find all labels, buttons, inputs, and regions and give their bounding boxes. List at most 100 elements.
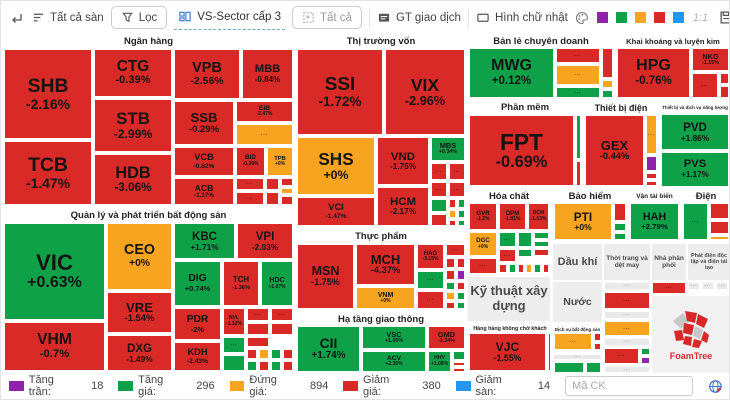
cell-kbc[interactable]: KBC +1.71% [174, 223, 235, 259]
cell-more[interactable]: ... [604, 348, 639, 364]
palette-button[interactable] [575, 11, 684, 25]
cell-small[interactable] [614, 223, 626, 231]
cell-small[interactable] [720, 73, 729, 84]
cell-group-more[interactable]: ... [716, 282, 728, 290]
cell-small[interactable] [283, 349, 293, 359]
cell-mbs[interactable]: MBS +0.34% [431, 137, 465, 161]
section-dau-khi[interactable]: Dầu khí [553, 244, 602, 280]
cell-more[interactable]: ... [236, 192, 264, 205]
cell-small[interactable] [534, 241, 549, 247]
cell-more[interactable]: ... [604, 292, 650, 309]
cell-small[interactable] [586, 362, 601, 373]
cell-group-more[interactable]: ... [604, 282, 650, 290]
cell-tch[interactable]: TCH -1.36% [223, 261, 259, 306]
tab-vs-sector[interactable]: VS-Sector cấp 3 [174, 5, 285, 30]
cell-small[interactable] [710, 236, 729, 240]
cell-small[interactable] [518, 232, 532, 247]
cell-group-more[interactable]: ... [604, 338, 650, 346]
cell-small[interactable] [281, 178, 293, 186]
cell-vsc[interactable]: VSC +1.05% [362, 326, 426, 349]
cell-pvd[interactable]: PVD +1.86% [661, 114, 729, 150]
cell-small[interactable] [281, 188, 293, 194]
cell-small[interactable] [576, 161, 581, 186]
cell-small[interactable] [641, 348, 650, 355]
cell-small[interactable] [457, 258, 465, 268]
cell-small[interactable] [457, 292, 465, 300]
cell-group-more[interactable]: ... [604, 311, 650, 319]
cell-nvl[interactable]: NVL -1.32% [223, 308, 245, 335]
cell-small[interactable] [646, 173, 657, 179]
cell-small[interactable] [720, 86, 729, 98]
cell-small[interactable] [534, 232, 549, 239]
cell-vhm[interactable]: VHM -0.7% [4, 322, 105, 371]
cell-hag[interactable]: HAG -3.15% [417, 244, 444, 269]
cell-small[interactable] [518, 264, 524, 273]
cell-stb[interactable]: STB -2.99% [94, 99, 172, 152]
cell-acv[interactable]: ACV +2.35% [362, 351, 426, 372]
cell-group-more[interactable]: ... [604, 366, 650, 373]
cell-small[interactable] [281, 196, 293, 205]
cell-small[interactable] [710, 203, 729, 219]
cell-small[interactable] [543, 264, 549, 273]
cell-dxg[interactable]: DXG -1.49% [107, 335, 172, 371]
palette-color-green[interactable] [615, 12, 627, 23]
back-button[interactable] [7, 9, 25, 27]
cell-small[interactable] [458, 199, 465, 208]
cell-more[interactable]: ... [554, 333, 592, 350]
foamtree-attribution[interactable]: FoamTree [652, 296, 729, 373]
cell-hdb[interactable]: HDB -3.06% [94, 154, 172, 205]
cell-small[interactable] [710, 221, 729, 234]
cell-small[interactable] [259, 361, 269, 371]
cell-small[interactable] [458, 220, 465, 226]
cell-ctg[interactable]: CTG -0.39% [94, 49, 172, 97]
cell-vcb[interactable]: VCB -0.82% [174, 147, 234, 176]
cell-pvs[interactable]: PVS +1.17% [661, 152, 729, 187]
cell-hah[interactable]: HAH +2.79% [630, 203, 679, 240]
cell-more[interactable]: ... [431, 163, 447, 180]
cell-group-more[interactable]: ... [702, 282, 714, 290]
cell-small[interactable] [614, 233, 626, 240]
cell-more[interactable]: ... [692, 73, 718, 98]
cell-small[interactable] [641, 357, 650, 364]
cell-hdc[interactable]: HDC +1.07% [261, 261, 293, 306]
cell-small[interactable] [446, 292, 455, 300]
cell-small[interactable] [594, 343, 601, 350]
cell-gex[interactable]: GEX -0.44% [585, 115, 644, 186]
cell-more[interactable]: ... [431, 182, 447, 197]
cell-small[interactable] [518, 249, 532, 257]
cell-small[interactable] [247, 349, 257, 359]
cell-small[interactable] [453, 368, 465, 372]
palette-color-purple[interactable] [596, 12, 608, 23]
cell-tcb[interactable]: TCB -1.47% [4, 141, 92, 205]
cell-small[interactable] [283, 361, 293, 371]
cell-small[interactable] [449, 199, 456, 208]
cell-small[interactable] [247, 337, 269, 347]
cell-kdh[interactable]: KDH -2.43% [174, 342, 221, 371]
cell-vpb[interactable]: VPB -2.56% [174, 49, 240, 99]
cell-eib[interactable]: EIB -2.47% [236, 101, 293, 122]
cell-small[interactable] [266, 178, 279, 190]
cell-more[interactable]: ... [499, 232, 516, 247]
cell-small[interactable] [223, 355, 245, 371]
cell-shs[interactable]: SHS +0% [297, 137, 375, 195]
cell-small[interactable] [594, 333, 601, 341]
cell-vjc[interactable]: VJC -1.55% [469, 333, 546, 371]
cell-hcm[interactable]: HCM -2.17% [377, 187, 429, 226]
cell-small[interactable] [534, 264, 541, 273]
cell-small[interactable] [499, 264, 507, 273]
cell-dcm[interactable]: DCM -1.53% [528, 203, 549, 230]
cell-more[interactable]: ... [469, 258, 497, 274]
select-all-button[interactable]: Tất cả [291, 6, 362, 29]
cell-vix[interactable]: VIX -2.96% [385, 49, 465, 135]
cell-group-more[interactable]: ... [688, 282, 700, 290]
cell-more[interactable]: ... [604, 321, 650, 336]
cell-vci[interactable]: VCI -1.47% [297, 197, 375, 226]
cell-small[interactable] [458, 210, 465, 218]
cell-gvr[interactable]: GVR -1.2% [469, 203, 497, 230]
cell-dig[interactable]: DIG +0.74% [174, 261, 221, 306]
cell-small[interactable] [576, 115, 581, 159]
cell-vic[interactable]: VIC +0.63% [4, 223, 105, 320]
section-ky-thuat-xay-dung[interactable]: Kỹ thuật xây dựng [468, 277, 550, 321]
cell-more[interactable]: ... [499, 249, 516, 262]
cell-small[interactable] [431, 199, 447, 212]
